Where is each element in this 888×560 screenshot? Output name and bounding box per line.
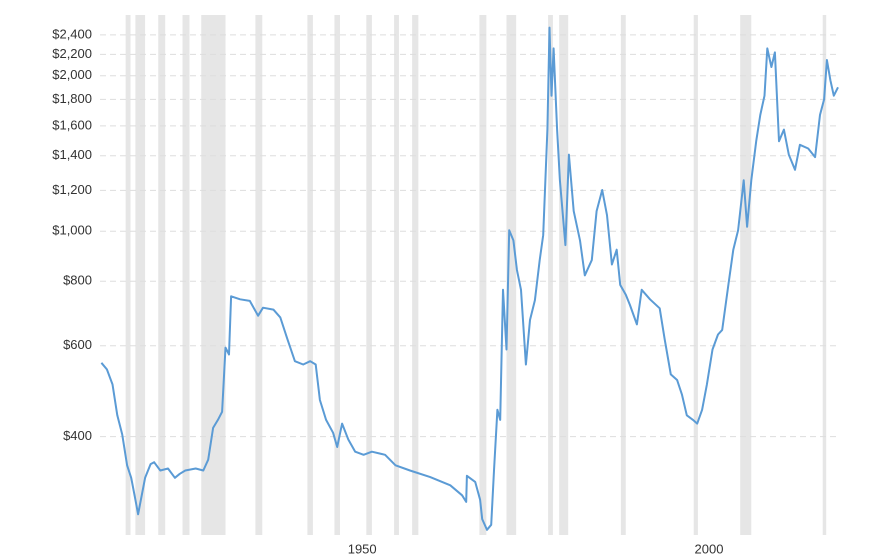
y-tick-label: $1,000 [52, 223, 92, 238]
recession-band [740, 15, 752, 535]
recession-band [307, 15, 313, 535]
y-tick-label: $400 [63, 428, 92, 443]
x-tick-label: 1950 [348, 541, 377, 556]
recession-band [620, 15, 626, 535]
recession-band [506, 15, 517, 535]
recession-band [255, 15, 263, 535]
recession-band [412, 15, 419, 535]
recession-band [334, 15, 340, 535]
y-tick-label: $2,200 [52, 46, 92, 61]
recession-band [479, 15, 487, 535]
y-tick-label: $800 [63, 273, 92, 288]
y-tick-label: $1,200 [52, 182, 92, 197]
y-tick-label: $2,000 [52, 67, 92, 82]
y-tick-label: $1,800 [52, 91, 92, 106]
recession-band [201, 15, 226, 535]
recession-band [158, 15, 166, 535]
price-line [100, 26, 839, 531]
y-tick-label: $1,400 [52, 147, 92, 162]
recession-band [135, 15, 146, 535]
y-tick-label: $1,600 [52, 117, 92, 132]
recession-band [548, 15, 553, 535]
y-tick-label: $2,400 [52, 26, 92, 41]
recession-band [182, 15, 190, 535]
recession-band [822, 15, 827, 535]
recession-band [559, 15, 569, 535]
x-tick-label: 2000 [695, 541, 724, 556]
recession-band [125, 15, 131, 535]
recession-band [394, 15, 399, 535]
recession-band [693, 15, 698, 535]
y-tick-label: $600 [63, 337, 92, 352]
recession-band [366, 15, 372, 535]
